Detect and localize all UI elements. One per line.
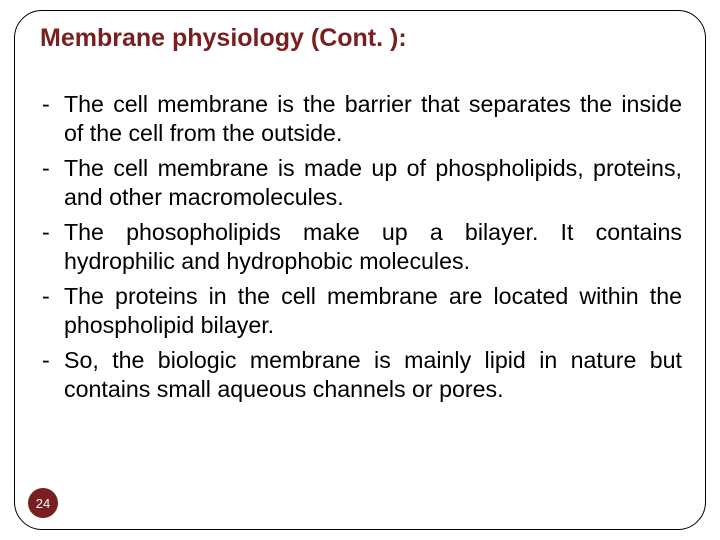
page-number-badge: 24	[28, 488, 58, 518]
bullet-text: The phosopholipids make up a bilayer. It…	[64, 218, 682, 276]
bullet-text: The proteins in the cell membrane are lo…	[64, 282, 682, 340]
slide-body: - The cell membrane is the barrier that …	[42, 90, 682, 410]
bullet-marker-icon: -	[42, 90, 64, 148]
bullet-marker-icon: -	[42, 218, 64, 276]
bullet-marker-icon: -	[42, 154, 64, 212]
bullet-text: So, the biologic membrane is mainly lipi…	[64, 346, 682, 404]
bullet-marker-icon: -	[42, 282, 64, 340]
list-item: - The proteins in the cell membrane are …	[42, 282, 682, 340]
list-item: - The cell membrane is the barrier that …	[42, 90, 682, 148]
bullet-text: The cell membrane is the barrier that se…	[64, 90, 682, 148]
list-item: - So, the biologic membrane is mainly li…	[42, 346, 682, 404]
bullet-text: The cell membrane is made up of phosphol…	[64, 154, 682, 212]
slide: Membrane physiology (Cont. ): - The cell…	[0, 0, 720, 540]
slide-title: Membrane physiology (Cont. ):	[40, 24, 680, 53]
bullet-marker-icon: -	[42, 346, 64, 404]
list-item: - The cell membrane is made up of phosph…	[42, 154, 682, 212]
list-item: - The phosopholipids make up a bilayer. …	[42, 218, 682, 276]
